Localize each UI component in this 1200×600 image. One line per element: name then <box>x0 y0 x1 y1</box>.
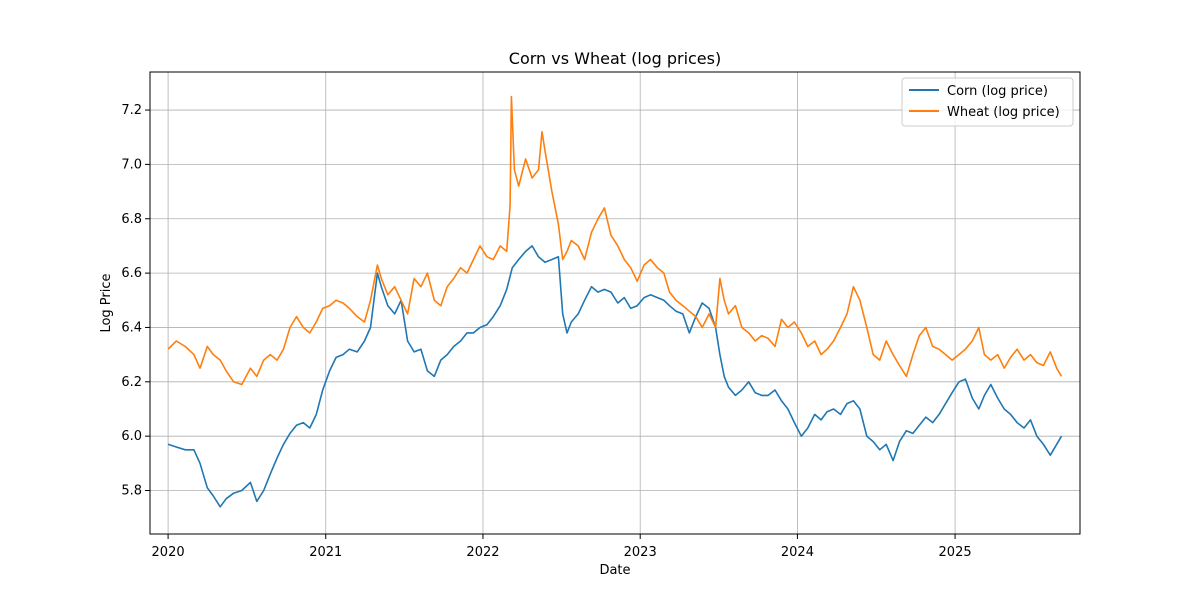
x-axis-label: Date <box>599 563 630 578</box>
y-tick-label: 6.0 <box>121 429 142 444</box>
y-tick-label: 6.4 <box>121 320 142 335</box>
chart-title: Corn vs Wheat (log prices) <box>509 49 721 68</box>
legend-label-wheat: Wheat (log price) <box>947 105 1060 120</box>
x-tick-label: 2025 <box>939 545 972 560</box>
legend-label-corn: Corn (log price) <box>947 84 1048 99</box>
grid <box>150 72 1080 534</box>
axis-ticks: 2020 2021 2022 2023 2024 2025 5.8 6.0 6.2 6.4 6.6 6… <box>121 103 971 560</box>
y-tick-label: 7.2 <box>121 103 142 118</box>
y-axis-label: Log Price <box>99 273 114 332</box>
y-tick-label: 6.8 <box>121 212 142 227</box>
legend: Corn (log price) Wheat (log price) <box>901 77 1074 127</box>
y-tick-label: 6.6 <box>121 266 142 281</box>
x-tick-label: 2024 <box>781 545 814 560</box>
x-tick-label: 2022 <box>466 545 499 560</box>
series-line-corn <box>167 245 1063 508</box>
x-tick-label: 2020 <box>152 545 185 560</box>
y-tick-label: 6.2 <box>121 375 142 390</box>
series-line-wheat <box>167 95 1063 386</box>
legend-box <box>901 77 1074 127</box>
x-tick-label: 2021 <box>309 545 342 560</box>
x-tick-label: 2023 <box>624 545 657 560</box>
series-lines <box>167 95 1063 508</box>
y-tick-label: 7.0 <box>121 157 142 172</box>
y-tick-label: 5.8 <box>121 484 142 499</box>
plot-frame <box>149 71 1081 535</box>
